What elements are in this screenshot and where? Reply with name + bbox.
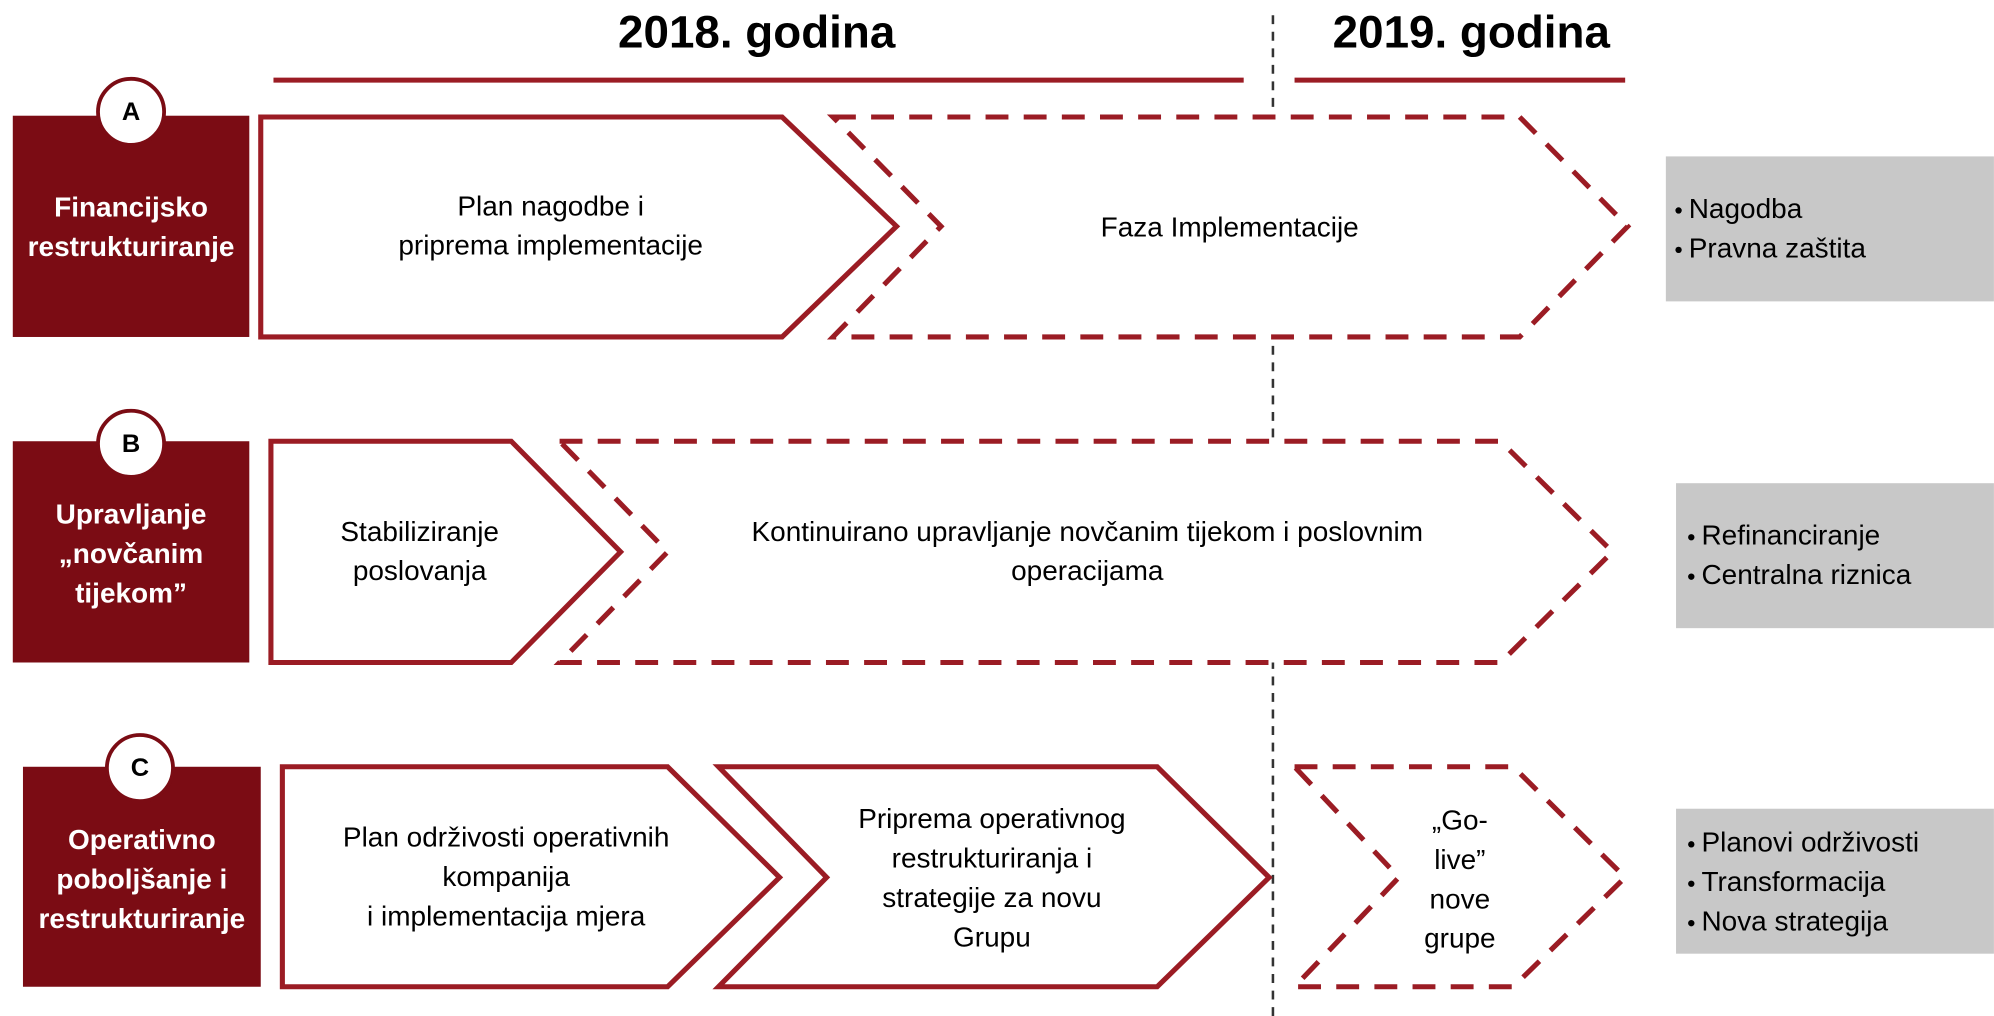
text-line: Stabiliziranje <box>340 516 499 547</box>
text-line: poslovanja <box>353 555 487 586</box>
text-line: kompanija <box>442 861 570 892</box>
text-line: Planovi održivosti <box>1701 827 1919 858</box>
text-line: Nova strategija <box>1701 906 1888 937</box>
text-line: Transformacija <box>1701 866 1885 897</box>
row-label-box <box>12 115 250 337</box>
outcome-box <box>1676 808 1994 954</box>
text-line: Plan održivosti operativnih <box>343 822 669 853</box>
bullet-dot <box>1688 573 1695 580</box>
text-line: Centralna riznica <box>1701 559 1911 590</box>
phase-arrow <box>279 764 784 990</box>
text-line: „Go- <box>1432 804 1488 835</box>
row-badge <box>104 733 175 804</box>
bullet-dot <box>1675 207 1682 214</box>
bullet-dot <box>1675 246 1682 254</box>
text-line: tijekom” <box>75 577 187 608</box>
year-heading: 2018. godina <box>618 7 896 58</box>
text-line: Priprema operativnog <box>858 803 1125 834</box>
bullet-dot <box>1688 534 1695 541</box>
text-line: live” <box>1434 844 1485 875</box>
text-line: nove <box>1430 883 1491 914</box>
text-line: restrukturiranje <box>28 231 235 262</box>
text-line: grupe <box>1424 923 1496 954</box>
outcome-box <box>1665 156 1994 302</box>
text-line: Operativno <box>68 824 216 855</box>
text-line: Faza Implementacije <box>1101 211 1359 242</box>
text-line: priprema implementacije <box>398 230 703 261</box>
text-line: Financijsko <box>54 192 208 223</box>
phase-arrow <box>1288 764 1629 990</box>
bullet-dot <box>1688 919 1695 927</box>
text-line: „novčanim <box>59 538 204 569</box>
text-line: operacijama <box>1011 555 1164 586</box>
phase-arrow <box>258 114 901 340</box>
text-line: Nagodba <box>1689 193 1803 224</box>
text-line: restrukturiranje <box>38 903 245 934</box>
text-line: poboljšanje i <box>56 864 227 895</box>
row-letter: C <box>131 754 149 782</box>
text-line: Upravljanje <box>56 499 207 530</box>
text-line: Grupu <box>953 921 1031 952</box>
text-line: Pravna zaštita <box>1689 232 1867 263</box>
text-line: Kontinuirano upravljanje novčanim tijeko… <box>751 516 1423 547</box>
row-letter: B <box>122 430 140 458</box>
text-line: i implementacija mjera <box>367 900 646 931</box>
text-line: Plan nagodbe i <box>457 190 644 221</box>
row-badge <box>96 408 167 479</box>
row-badge <box>96 76 167 147</box>
year-heading: 2019. godina <box>1333 7 1611 58</box>
outcome-box <box>1676 483 1994 629</box>
text-line: Refinanciranje <box>1701 520 1880 551</box>
phase-arrow <box>826 114 1632 340</box>
phase-arrow <box>268 438 625 666</box>
text-line: strategije za novu <box>882 882 1101 913</box>
text-line: restrukturiranja i <box>892 843 1093 874</box>
bullet-dot <box>1688 841 1695 848</box>
bullet-dot <box>1688 880 1695 887</box>
phase-arrow <box>553 438 1617 666</box>
row-letter: A <box>122 98 140 126</box>
row-label-box <box>22 766 261 987</box>
phase-arrow <box>712 764 1273 990</box>
